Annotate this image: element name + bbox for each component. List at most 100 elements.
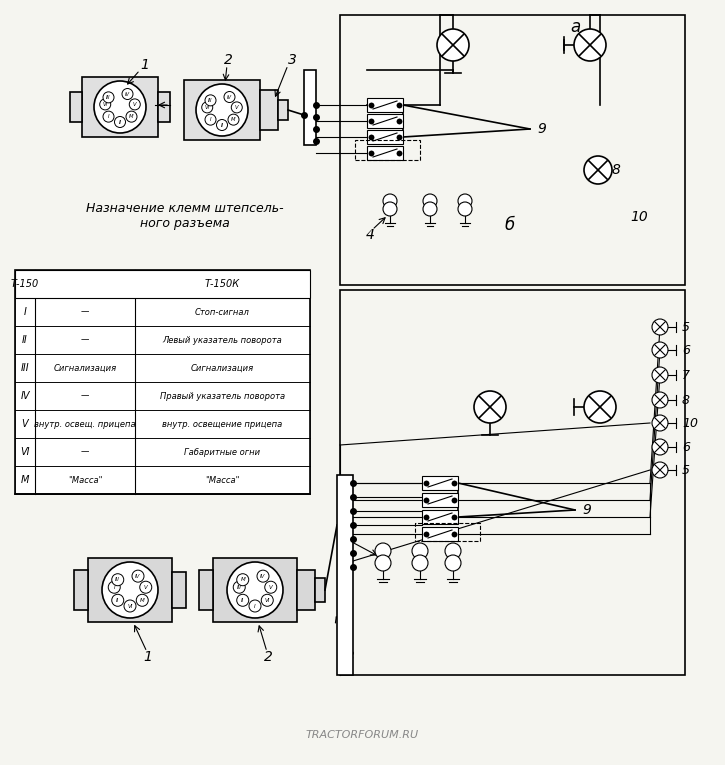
Bar xyxy=(88,558,172,622)
Text: VI: VI xyxy=(20,447,30,457)
Circle shape xyxy=(126,111,137,122)
Circle shape xyxy=(108,581,120,593)
Text: VI: VI xyxy=(265,597,270,603)
Circle shape xyxy=(265,581,277,593)
Circle shape xyxy=(412,555,428,571)
Text: 2: 2 xyxy=(223,53,233,67)
Text: 5: 5 xyxy=(682,321,690,334)
Circle shape xyxy=(652,319,668,335)
Text: Правый указатель поворота: Правый указатель поворота xyxy=(160,392,285,401)
Bar xyxy=(415,523,480,541)
Text: M: M xyxy=(231,117,236,122)
Bar xyxy=(15,410,310,438)
Circle shape xyxy=(103,92,114,103)
Circle shape xyxy=(257,570,269,582)
Bar xyxy=(422,476,458,490)
Circle shape xyxy=(224,92,235,103)
Bar xyxy=(15,438,310,466)
Bar xyxy=(172,572,186,608)
Bar xyxy=(260,90,278,130)
Text: —: — xyxy=(80,308,89,317)
Text: I: I xyxy=(108,114,109,119)
Text: I: I xyxy=(113,584,115,590)
Text: а: а xyxy=(570,18,580,36)
Text: M: M xyxy=(140,597,144,603)
Circle shape xyxy=(227,562,283,618)
Text: 10: 10 xyxy=(630,210,647,224)
Text: 7: 7 xyxy=(682,369,690,382)
Text: 4: 4 xyxy=(365,228,374,242)
Circle shape xyxy=(94,81,146,133)
Bar xyxy=(15,354,310,382)
Text: VI: VI xyxy=(128,604,133,608)
Bar xyxy=(367,146,403,160)
Text: 10: 10 xyxy=(682,416,698,429)
Circle shape xyxy=(652,392,668,408)
Text: 3: 3 xyxy=(288,53,297,67)
Circle shape xyxy=(217,119,228,131)
Circle shape xyxy=(237,594,249,607)
Text: VI: VI xyxy=(103,102,108,107)
Text: TRACTORFORUM.RU: TRACTORFORUM.RU xyxy=(305,730,418,740)
Text: IV: IV xyxy=(125,92,130,96)
Circle shape xyxy=(124,600,136,612)
Bar xyxy=(367,130,403,144)
Text: 9: 9 xyxy=(537,122,546,136)
Text: внутр. освещ. прицепа: внутр. освещ. прицепа xyxy=(34,419,136,428)
Bar xyxy=(15,466,310,494)
Text: 5: 5 xyxy=(682,464,690,477)
Circle shape xyxy=(237,574,249,586)
Text: M: M xyxy=(129,114,133,119)
Bar xyxy=(340,290,685,675)
Text: "Масса": "Масса" xyxy=(205,476,240,484)
Bar xyxy=(15,270,310,298)
Circle shape xyxy=(412,543,428,559)
Circle shape xyxy=(115,116,125,128)
Text: 1: 1 xyxy=(141,58,149,72)
Circle shape xyxy=(423,194,437,208)
Text: I: I xyxy=(23,307,26,317)
Bar xyxy=(355,140,420,160)
Text: 6: 6 xyxy=(682,441,690,454)
Text: —: — xyxy=(80,336,89,344)
Text: I: I xyxy=(254,604,256,608)
Bar xyxy=(297,570,315,610)
Text: II: II xyxy=(241,597,244,603)
Text: Левый указатель поворота: Левый указатель поворота xyxy=(162,336,282,344)
Text: M: M xyxy=(21,475,29,485)
Circle shape xyxy=(196,84,248,136)
Circle shape xyxy=(652,415,668,431)
Circle shape xyxy=(112,594,124,607)
Text: 4: 4 xyxy=(341,530,349,544)
Text: II: II xyxy=(220,122,223,128)
Text: 9: 9 xyxy=(582,503,591,517)
Text: IV: IV xyxy=(260,574,265,578)
Circle shape xyxy=(103,111,114,122)
Circle shape xyxy=(652,439,668,455)
Text: Габаритные огни: Габаритные огни xyxy=(184,448,260,457)
Text: Т-150: Т-150 xyxy=(11,279,39,289)
Circle shape xyxy=(122,89,133,99)
Text: 1: 1 xyxy=(144,650,152,664)
Circle shape xyxy=(423,202,437,216)
Circle shape xyxy=(574,29,606,61)
Text: 8: 8 xyxy=(682,393,690,406)
Text: Т-150К: Т-150К xyxy=(205,279,240,289)
Bar xyxy=(15,382,310,410)
Bar xyxy=(367,114,403,128)
Circle shape xyxy=(584,156,612,184)
Text: III: III xyxy=(208,98,212,103)
Circle shape xyxy=(652,462,668,478)
Text: V: V xyxy=(269,584,273,590)
Circle shape xyxy=(474,391,506,423)
Text: IV: IV xyxy=(136,574,141,578)
Circle shape xyxy=(102,562,158,618)
Bar xyxy=(15,270,310,494)
Text: внутр. освещение прицепа: внутр. освещение прицепа xyxy=(162,419,283,428)
Text: Стоп-сигнал: Стоп-сигнал xyxy=(195,308,250,317)
Bar xyxy=(213,558,297,622)
Text: Назначение клемм штепсель-
ного разъема: Назначение клемм штепсель- ного разъема xyxy=(86,202,283,230)
Bar xyxy=(340,15,685,285)
Text: II: II xyxy=(118,119,122,125)
Circle shape xyxy=(202,102,212,113)
